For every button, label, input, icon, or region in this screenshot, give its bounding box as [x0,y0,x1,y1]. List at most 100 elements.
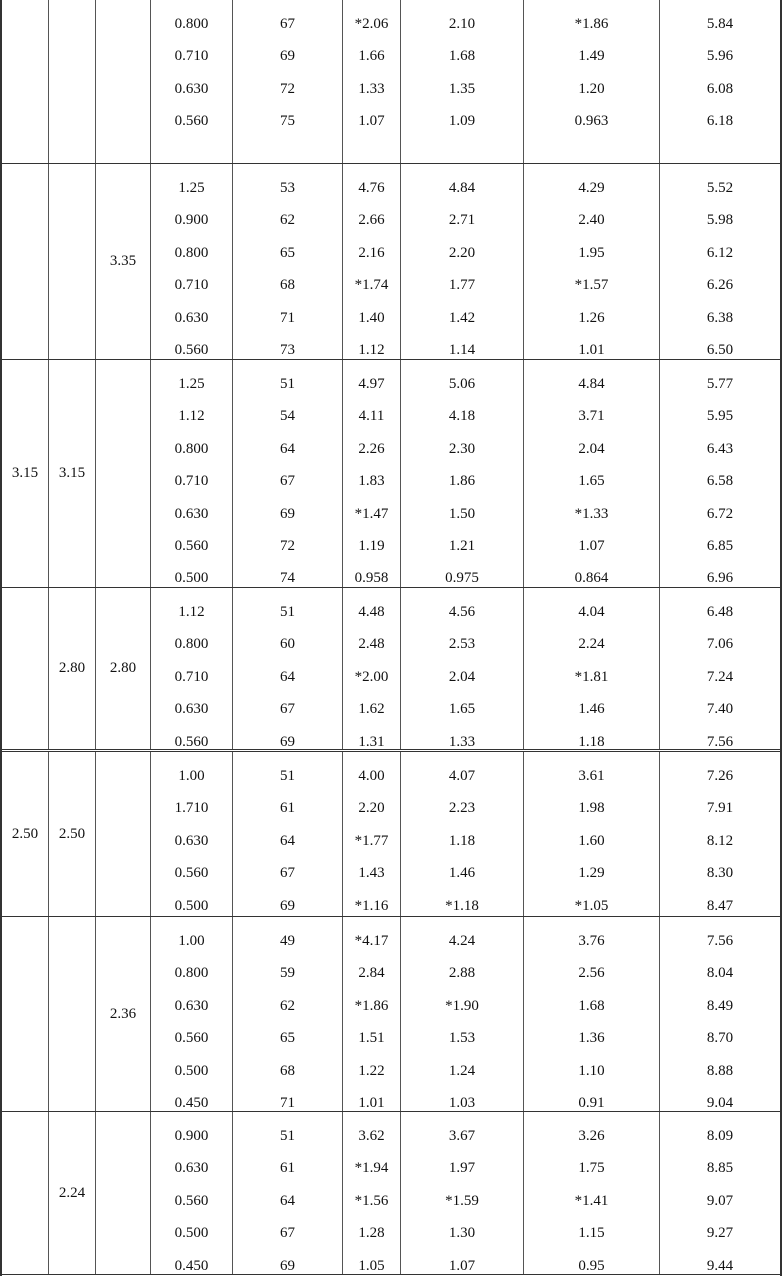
table-cell: 1.62 [358,701,385,718]
table-cell: 1.68 [578,997,605,1014]
table-cell: 2.04 [448,668,476,685]
table-cell: 0.800 [174,440,209,457]
table-cell: 8.04 [706,965,734,982]
table-cell: *1.94 [354,1160,389,1177]
value-col-2: 51 60 64 67 69 [233,588,343,750]
table-cell: 0.630 [174,80,209,97]
table-cell: 4.18 [448,408,476,425]
table-cell: 0.900 [174,1128,209,1144]
value-col-2: 67 69 72 75 [233,0,343,163]
table-cell: 0.450 [174,1094,209,1111]
table-cell: *1.56 [354,1192,389,1209]
table-cell: 8.49 [706,997,734,1014]
table-cell: 8.85 [706,1160,734,1177]
table-cell: 64 [280,440,295,457]
value-col-6: 5.77 5.95 6.43 6.58 6.72 6.85 6.96 [660,360,780,587]
table-cell: 6.72 [706,505,734,522]
table-group: 3.35 1.25 0.900 0.800 0.710 0.630 0.560 53 62 65 6… [2,164,780,360]
group-label: 2.80 [58,660,86,676]
table-cell: 1.05 [358,1257,385,1274]
table-cell: 6.85 [706,537,734,554]
value-col-6: 8.09 8.85 9.07 9.27 9.44 [660,1112,780,1274]
table-cell: 1.26 [578,309,605,326]
group-label: 2.50 [58,825,86,842]
table-cell: 1.66 [358,48,385,65]
table-cell: 0.800 [174,965,209,982]
table-cell: *1.33 [574,505,609,522]
group-label-col-2: 2.80 [49,588,96,749]
value-col-1: 1.25 1.12 0.800 0.710 0.630 0.560 0.500 [151,360,233,587]
group-label-col-2 [49,917,96,1111]
value-col-2: 53 62 65 68 71 73 [233,164,343,359]
table-cell: 5.84 [706,16,734,32]
table-cell: 6.48 [706,604,734,620]
table-cell: 6.96 [706,570,734,587]
table-cell: 5.96 [706,48,734,65]
table-cell: 1.12 [358,341,385,358]
table-cell: 5.06 [448,376,476,392]
group-label-col-3: 2.36 [96,917,151,1111]
value-col-1: 1.00 1.710 0.630 0.560 0.500 [151,752,233,916]
table-cell: 72 [280,80,295,97]
table-cell: 7.91 [706,800,734,817]
table-cell: 1.07 [578,537,605,554]
table-group: 2.50 2.50 1.00 1.710 0.630 0.560 0.500 51 61 64 67… [2,752,780,917]
value-col-2: 51 54 64 67 69 72 74 [233,360,343,587]
value-col-1: 0.800 0.710 0.630 0.560 [151,0,233,163]
value-col-1: 1.00 0.800 0.630 0.560 0.500 0.450 [151,917,233,1111]
value-col-5: 3.26 1.75 *1.41 1.15 0.95 [524,1112,660,1274]
group-label-col-3 [96,360,151,587]
table-cell: 2.40 [578,212,605,229]
value-col-4: 5.06 4.18 2.30 1.86 1.50 1.21 0.975 [401,360,524,587]
table-cell: 0.560 [174,341,209,358]
table-cell: 0.560 [174,1030,209,1047]
value-col-1: 1.25 0.900 0.800 0.710 0.630 0.560 [151,164,233,359]
table-cell: 61 [280,800,295,817]
table-cell: 4.07 [448,768,476,784]
table-cell: *1.59 [445,1192,479,1209]
table-cell: 1.75 [578,1160,605,1177]
table-cell: 0.975 [445,570,479,587]
table-cell: 1.31 [358,733,385,750]
table-group: 2.80 2.80 1.12 0.800 0.710 0.630 0.560 51 60 64 67… [2,588,780,752]
table-cell: 64 [280,832,295,849]
table-cell: 71 [280,309,295,326]
table-cell: 2.04 [578,440,605,457]
table-cell: 9.07 [706,1192,734,1209]
table-cell: 64 [280,1192,295,1209]
value-col-2: 51 61 64 67 69 [233,752,343,916]
table-cell: 0.630 [174,1160,209,1177]
value-col-3: 4.97 4.11 2.26 1.83 *1.47 1.19 0.958 [343,360,401,587]
table-cell: 1.46 [448,865,476,882]
table-cell: 1.18 [448,832,476,849]
value-col-4: 4.07 2.23 1.18 1.46 *1.18 [401,752,524,916]
table-cell: 1.21 [448,537,476,554]
table-cell: 1.00 [178,933,205,949]
table-cell: 1.33 [358,80,385,97]
table-cell: 1.20 [578,80,605,97]
table-cell: 51 [280,768,295,784]
table-cell: 0.500 [174,570,209,587]
table-cell: 1.65 [578,473,605,490]
group-label-col-1: 3.15 [2,360,49,587]
table-group: 0.800 0.710 0.630 0.560 67 69 72 75 *2.06 1.66 1.3… [2,0,780,164]
table-cell: 1.00 [178,768,205,784]
table-cell: 64 [280,668,295,685]
table-cell: *1.05 [574,897,609,914]
table-cell: 7.26 [706,768,734,784]
table-cell: *2.06 [354,16,389,32]
value-col-2: 49 59 62 65 68 71 [233,917,343,1111]
table-cell: 4.84 [448,180,476,196]
value-col-4: 3.67 1.97 *1.59 1.30 1.07 [401,1112,524,1274]
table-cell: 1.36 [578,1030,605,1047]
table-cell: 2.48 [358,636,385,653]
table-cell: 1.10 [578,1062,605,1079]
table-cell: 62 [280,212,295,229]
table-cell: 3.71 [578,408,605,425]
table-cell: 1.60 [578,832,605,849]
table-cell: 3.62 [358,1128,385,1144]
table-cell: 8.88 [706,1062,734,1079]
value-col-4: 4.84 2.71 2.20 1.77 1.42 1.14 [401,164,524,359]
table-cell: 0.560 [174,1192,209,1209]
